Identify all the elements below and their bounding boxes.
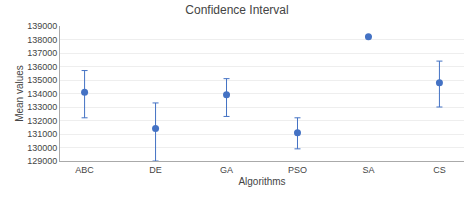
svg-text:Algorithms: Algorithms [238, 176, 285, 187]
svg-text:PSO: PSO [288, 165, 307, 175]
svg-text:SA: SA [362, 165, 374, 175]
svg-text:ABC: ABC [75, 165, 94, 175]
svg-text:132000: 132000 [27, 116, 57, 126]
svg-text:Confidence Interval: Confidence Interval [185, 3, 288, 17]
svg-text:137000: 137000 [27, 48, 57, 58]
svg-text:135000: 135000 [27, 75, 57, 85]
svg-text:DE: DE [149, 165, 162, 175]
svg-text:GA: GA [220, 165, 233, 175]
svg-text:139000: 139000 [27, 21, 57, 31]
svg-text:133000: 133000 [27, 102, 57, 112]
svg-text:129000: 129000 [27, 156, 57, 166]
svg-text:130000: 130000 [27, 143, 57, 153]
svg-text:CS: CS [433, 165, 446, 175]
svg-text:136000: 136000 [27, 62, 57, 72]
svg-text:138000: 138000 [27, 35, 57, 45]
svg-text:134000: 134000 [27, 89, 57, 99]
svg-text:Mean values: Mean values [14, 65, 25, 122]
svg-text:131000: 131000 [27, 129, 57, 139]
